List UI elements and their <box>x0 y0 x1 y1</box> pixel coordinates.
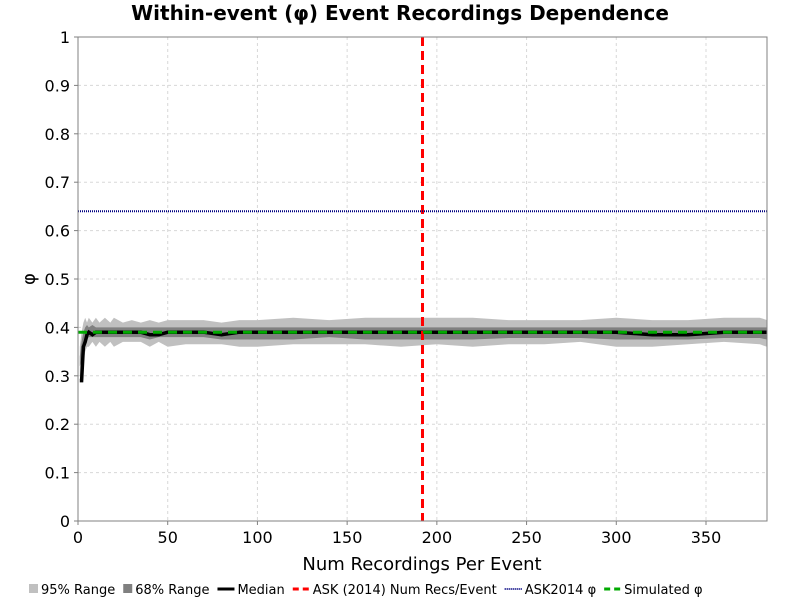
legend-label: Median <box>237 583 284 598</box>
legend-item-ask2014: ASK2014 φ <box>504 583 596 598</box>
x-tick-label: 200 <box>422 528 453 547</box>
legend-item-median: Median <box>217 583 285 598</box>
y-tick-label: 0.3 <box>45 367 70 386</box>
x-axis-ticks: 0 50 100 150 200 250 300 350 <box>73 521 721 547</box>
chart-title: Within-event (φ) Event Recordings Depend… <box>131 1 669 25</box>
legend-item-68-range: 68% Range <box>123 583 209 598</box>
legend: 95% Range 68% Range Median ASK (2014) Num R… <box>29 583 703 598</box>
y-tick-label: 0.2 <box>45 415 70 434</box>
y-tick-label: 0.8 <box>45 125 70 144</box>
legend-label: Simulated φ <box>624 583 702 598</box>
legend-swatch <box>123 584 133 593</box>
68-range-band <box>79 325 768 367</box>
series-lines <box>78 37 767 521</box>
x-tick-label: 250 <box>511 528 542 547</box>
x-axis-label: Num Recordings Per Event <box>302 554 541 575</box>
x-tick-label: 300 <box>601 528 632 547</box>
x-tick-label: 50 <box>158 528 178 547</box>
legend-label: 68% Range <box>135 583 209 598</box>
y-axis-label: φ <box>19 273 40 285</box>
y-tick-label: 0.6 <box>45 222 70 241</box>
y-tick-label: 0.1 <box>45 464 70 483</box>
y-tick-label: 1 <box>60 28 70 47</box>
legend-item-simulated: Simulated φ <box>604 583 703 598</box>
y-tick-label: 0.9 <box>45 76 70 95</box>
legend-item-ask-2014-num-recs-event: ASK (2014) Num Recs/Event <box>292 583 497 598</box>
x-tick-label: 0 <box>73 528 83 547</box>
x-tick-label: 150 <box>332 528 363 547</box>
legend-label: ASK (2014) Num Recs/Event <box>313 583 497 598</box>
legend-item-95-range: 95% Range <box>29 583 115 598</box>
legend-label: ASK2014 φ <box>525 583 596 598</box>
y-axis-ticks: 0 0.1 0.2 0.3 0.4 0.5 0.6 0.7 0.8 0.9 1 <box>45 28 78 531</box>
y-tick-label: 0.4 <box>45 318 70 337</box>
y-tick-label: 0.5 <box>45 270 70 289</box>
x-tick-label: 350 <box>691 528 722 547</box>
legend-swatch <box>29 584 38 593</box>
legend-label: 95% Range <box>41 583 115 598</box>
y-tick-label: 0.7 <box>45 173 70 192</box>
x-tick-label: 100 <box>242 528 273 547</box>
y-tick-label: 0 <box>60 512 70 531</box>
